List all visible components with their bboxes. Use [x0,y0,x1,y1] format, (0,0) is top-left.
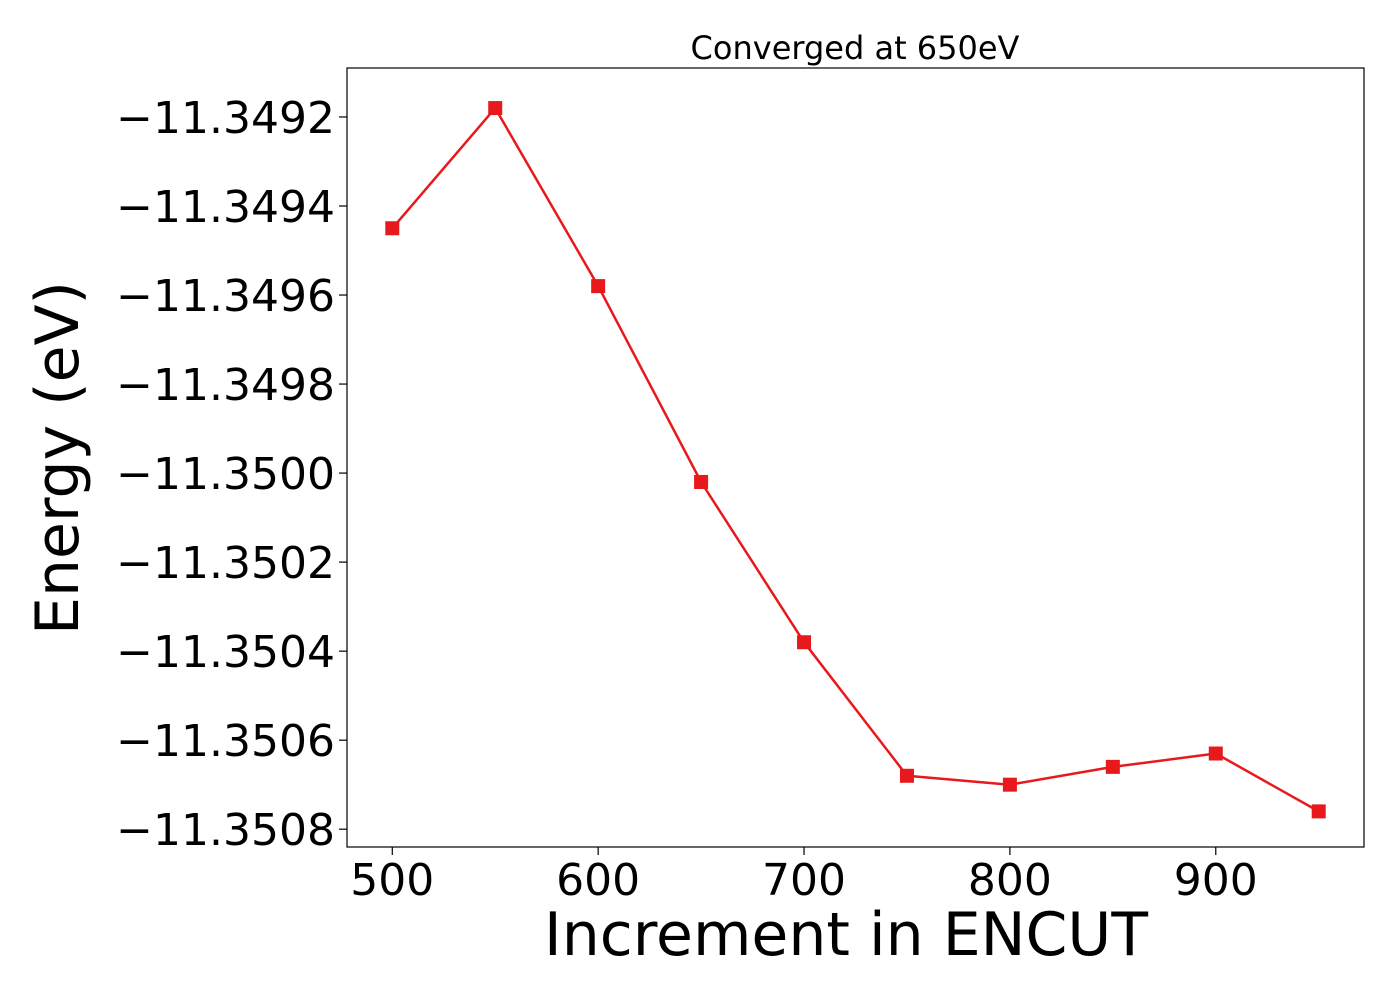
chart-title: Converged at 650eV [691,29,1020,67]
series-line [391,106,1320,813]
x-tick-label: 700 [762,855,846,906]
data-point-marker [1002,777,1017,792]
data-point-marker [488,101,503,116]
data-point-marker [385,221,400,236]
y-tick-label: −11.3496 [116,271,335,322]
x-axis: 500 600 700 800 900 [350,847,1258,906]
data-point-marker [1105,759,1120,774]
y-tick-label: −11.3498 [116,360,335,411]
y-tick-label: −11.3506 [116,716,335,767]
x-tick-label: 900 [1174,855,1258,906]
y-tick-label: −11.3494 [116,182,335,233]
data-point-marker [694,474,709,489]
x-tick-label: 500 [350,855,434,906]
data-point-marker [797,635,812,650]
y-tick-label: −11.3504 [116,627,335,678]
data-point-marker [899,768,914,783]
y-tick-label: −11.3502 [116,538,335,589]
plot-area-frame [346,67,1365,848]
x-tick-label: 800 [968,855,1052,906]
y-axis: −11.3492 −11.3494 −11.3496 −11.3498 −11.3500… [116,93,347,856]
data-point-marker [1208,746,1223,761]
data-point-marker [1311,804,1326,819]
y-axis-title: Energy (eV) [23,281,93,635]
data-point-marker [591,279,606,294]
series-layer [385,101,1326,819]
y-tick-label: −11.3492 [116,93,335,144]
y-tick-label: −11.3508 [116,805,335,856]
y-tick-label: −11.3500 [116,449,335,500]
x-axis-title: Increment in ENCUT [544,900,1148,970]
x-tick-label: 600 [556,855,640,906]
